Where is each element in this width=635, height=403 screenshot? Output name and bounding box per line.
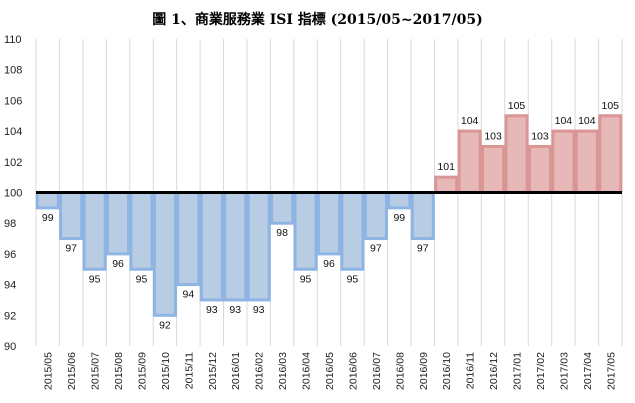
data-label: 103 [484,130,502,142]
bar [246,191,271,302]
data-label: 93 [253,304,265,316]
bar [152,191,177,317]
data-label: 105 [602,100,620,112]
bars [35,114,623,317]
bar [527,144,553,194]
x-tick-label: 2016/01 [230,352,242,390]
x-tick-label: 2017/02 [535,352,547,390]
y-tick-label: 110 [4,34,22,46]
bar [199,191,224,302]
x-tick-label: 2016/06 [347,352,359,390]
y-tick-label: 108 [4,65,22,77]
data-label: 97 [65,243,77,255]
x-tick-label: 2015/05 [43,352,55,390]
x-tick-label: 2016/02 [254,352,266,390]
bar [129,191,154,271]
x-tick-label: 2016/07 [371,352,383,390]
x-tick-label: 2016/12 [488,352,500,390]
x-tick-label: 2017/04 [582,352,594,390]
bar [223,191,248,302]
x-tick-label: 2015/08 [113,352,125,390]
bar [59,191,84,241]
x-tick-label: 2016/04 [301,352,313,390]
x-tick-label: 2015/10 [160,352,172,390]
data-label: 95 [136,273,148,285]
bar [457,129,482,195]
bar [434,175,459,194]
x-tick-label: 2015/11 [183,352,195,389]
x-tick-label: 2015/07 [90,352,102,390]
bar [270,191,295,225]
data-label: 93 [206,304,218,316]
data-label: 99 [393,212,405,224]
data-label: 98 [276,227,288,239]
data-label: 104 [578,115,596,127]
x-tick-label: 2015/06 [66,352,78,390]
bar [363,191,388,241]
bar [481,144,506,194]
x-tick-label: 2015/12 [207,352,219,390]
data-label: 92 [159,319,171,331]
y-tick-label: 96 [4,249,16,261]
data-label: 95 [300,273,312,285]
bar [387,191,412,210]
y-tick-label: 104 [4,126,22,138]
bar [551,129,576,195]
x-tick-label: 2015/09 [136,352,148,390]
data-labels: 99 97 95 96 95 92 94 93 93 93 98 95 96 95 97 99 97 101 104… [42,100,619,332]
bar [574,129,599,195]
x-axis-ticks: 2015/05 2015/06 2015/07 2015/08 2015/09 2015/… [43,352,618,390]
y-tick-label: 98 [4,218,16,230]
data-label: 104 [555,115,573,127]
x-tick-label: 2016/03 [277,352,289,390]
data-label: 99 [42,212,54,224]
y-tick-label: 90 [4,341,16,353]
y-axis-ticks: 90 92 94 96 98 100 102 104 106 108 110 [4,34,22,353]
data-label: 93 [229,304,241,316]
data-label: 103 [531,130,549,142]
bar [293,191,318,271]
data-label: 96 [112,258,124,270]
data-label: 101 [437,161,455,173]
x-tick-label: 2017/01 [512,352,524,390]
bar [340,191,365,271]
data-label: 96 [323,258,335,270]
y-tick-label: 92 [4,310,16,322]
data-label: 97 [417,243,429,255]
x-tick-label: 2016/05 [324,352,336,390]
chart-title: 圖 1、商業服務業 ISI 指標 (2015/05~2017/05) [152,12,483,28]
y-tick-label: 102 [4,157,22,169]
bar [410,191,435,241]
data-label: 94 [183,289,195,301]
bar [598,114,623,194]
bar [105,191,131,256]
bar [504,114,529,194]
y-tick-label: 100 [4,188,22,200]
data-label: 104 [461,115,479,127]
bar [82,191,107,271]
bar [316,191,342,256]
bar [176,191,201,287]
y-tick-label: 106 [4,95,22,107]
x-tick-label: 2017/03 [558,352,570,390]
data-label: 95 [347,273,359,285]
data-label: 95 [89,273,101,285]
y-tick-label: 94 [4,280,16,292]
bar [35,191,60,210]
data-label: 105 [508,100,526,112]
x-tick-label: 2016/11 [465,352,477,389]
x-tick-label: 2016/10 [441,352,453,390]
x-tick-label: 2016/08 [394,352,406,390]
x-tick-label: 2017/05 [605,352,617,390]
data-label: 97 [370,243,382,255]
x-tick-label: 2016/09 [418,352,430,390]
